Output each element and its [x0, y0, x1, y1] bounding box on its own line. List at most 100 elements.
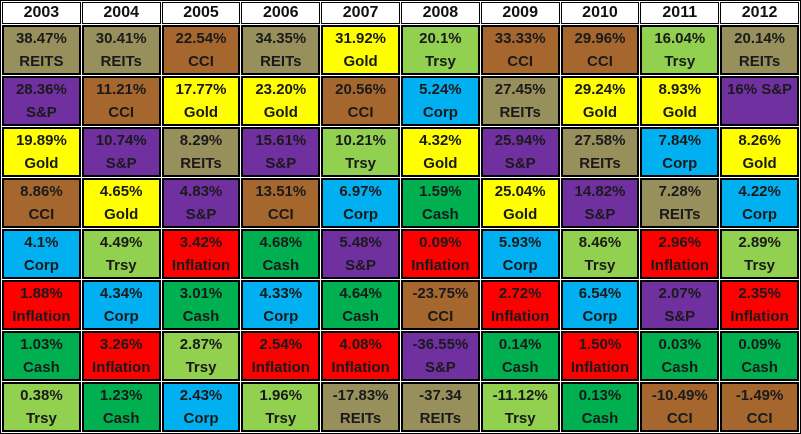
return-value: 20.1%	[419, 30, 462, 47]
asset-label: Cash	[581, 410, 619, 427]
return-cell: 2.87% Trsy	[161, 331, 241, 381]
return-value: 7.84%	[658, 132, 702, 149]
asset-label: Corp	[263, 308, 299, 325]
return-cell: 11.21% CCI	[81, 76, 161, 126]
return-value: 25.04%	[494, 183, 546, 200]
return-value: 8.26%	[738, 132, 781, 149]
asset-label: S&P	[105, 155, 137, 172]
asset-label: CCI	[587, 53, 613, 70]
return-value: 1.03%	[20, 336, 63, 353]
asset-label: Trsy	[265, 410, 297, 427]
asset-label: Corp	[23, 257, 59, 274]
asset-label: S&P	[504, 155, 536, 172]
asset-label: Trsy	[105, 257, 137, 274]
return-cell: 2.54% Inflation	[241, 331, 321, 381]
rank-row: 1.03% Cash 3.26% Inflation 2.87% Trsy 2.54% Inf…	[2, 331, 799, 381]
asset-label: Trsy	[424, 53, 456, 70]
asset-label: CCI	[507, 53, 534, 70]
return-value: 2.96%	[658, 234, 702, 251]
return-value: 4.1%	[24, 234, 59, 251]
return-value: 8.29%	[179, 132, 223, 149]
asset-label: CCI	[188, 53, 214, 70]
return-cell: 8.29% REITs	[161, 127, 241, 177]
return-value: 6.97%	[339, 183, 382, 200]
asset-label: REITs	[659, 206, 701, 223]
asset-label: Trsy	[744, 257, 776, 274]
asset-label: CCI	[28, 206, 55, 223]
asset-label: CCI	[108, 104, 135, 121]
returns-table-body: 38.47% REITS 30.41% REITs 22.54% CCI 34.35% REI…	[2, 25, 799, 432]
return-value: 4.83%	[179, 183, 223, 200]
rank-row: 28.36% S&P 11.21% CCI 17.77% Gold 23.20% Gold 20…	[2, 76, 799, 126]
return-cell: 4.32% Gold	[400, 127, 480, 177]
asset-label: Trsy	[504, 410, 536, 427]
year-header: 2008	[400, 2, 480, 24]
asset-label: Inflation	[570, 359, 630, 376]
return-value: 16% S&P	[727, 81, 793, 98]
year-header: 2003	[2, 2, 81, 24]
rank-row: 0.38% Trsy 1.23% Cash 2.43% Corp 1.96% Trsy -17.…	[2, 382, 799, 432]
return-value: 10.21%	[335, 132, 387, 149]
return-cell: -11.12% Trsy	[480, 382, 560, 432]
return-cell: 6.54% Corp	[560, 280, 640, 330]
return-value: 25.94%	[494, 132, 546, 149]
rank-row: 8.86% CCI 4.65% Gold 4.83% S&P 13.51% CCI 6.97% C…	[2, 178, 799, 228]
return-value: 20.56%	[335, 81, 387, 98]
return-cell: 17.77% Gold	[161, 76, 241, 126]
asset-label: CCI	[746, 410, 773, 427]
return-value: 38.47%	[15, 30, 67, 47]
return-value: -11.12%	[492, 387, 548, 404]
asset-label: Trsy	[664, 53, 696, 70]
return-cell: 7.84% Corp	[640, 127, 720, 177]
return-value: 4.33%	[259, 285, 303, 302]
asset-label: Corp	[422, 104, 458, 121]
return-value: 31.92%	[335, 30, 387, 47]
return-cell: 20.1% Trsy	[400, 25, 480, 75]
asset-label: Inflation	[331, 359, 390, 376]
return-cell: 20.56% CCI	[321, 76, 400, 126]
return-value: 3.42%	[179, 234, 223, 251]
return-cell: 5.48% S&P	[321, 229, 400, 279]
asset-label: Corp	[502, 257, 538, 274]
return-value: 1.88%	[20, 285, 63, 302]
asset-label: Corp	[183, 410, 219, 427]
year-header: 2004	[81, 2, 161, 24]
return-cell: 22.54% CCI	[161, 25, 241, 75]
return-cell: 0.14% Cash	[480, 331, 560, 381]
return-value: 3.26%	[99, 336, 143, 353]
asset-label: Corp	[103, 308, 139, 325]
return-cell: 4.68% Cash	[241, 229, 321, 279]
year-header: 2007	[321, 2, 400, 24]
return-value: -36.55%	[412, 336, 469, 353]
return-cell: 20.14% REITs	[720, 25, 799, 75]
return-value: 2.35%	[738, 285, 781, 302]
asset-label: REITs	[339, 410, 382, 427]
rank-row: 38.47% REITS 30.41% REITs 22.54% CCI 34.35% REI…	[2, 25, 799, 75]
return-value: 20.14%	[734, 30, 786, 47]
return-cell: -17.83% REITs	[321, 382, 400, 432]
return-value: 2.43%	[179, 387, 223, 404]
return-value: 0.13%	[578, 387, 622, 404]
asset-label: Trsy	[584, 257, 616, 274]
return-cell: -37.34 REITs	[400, 382, 480, 432]
return-cell: 8.46% Trsy	[560, 229, 640, 279]
return-value: 29.24%	[574, 81, 626, 98]
asset-label: Inflation	[92, 359, 151, 376]
asset-label: Gold	[104, 206, 139, 223]
asset-label: S&P	[584, 206, 616, 223]
return-cell: 4.33% Corp	[241, 280, 321, 330]
return-cell: 3.26% Inflation	[81, 331, 161, 381]
asset-label: S&P	[664, 308, 696, 325]
return-value: 1.96%	[259, 387, 303, 404]
return-cell: 0.38% Trsy	[2, 382, 81, 432]
return-cell: 27.45% REITs	[480, 76, 560, 126]
return-cell: 4.83% S&P	[161, 178, 241, 228]
asset-label: Gold	[343, 53, 378, 70]
rank-row: 1.88% Inflation 4.34% Corp 3.01% Cash 4.33% Cor…	[2, 280, 799, 330]
asset-label: Gold	[662, 104, 697, 121]
return-value: 29.96%	[574, 30, 626, 47]
return-value: 30.41%	[95, 30, 147, 47]
return-value: 1.23%	[99, 387, 143, 404]
asset-label: Gold	[582, 104, 618, 121]
return-cell: 3.01% Cash	[161, 280, 241, 330]
